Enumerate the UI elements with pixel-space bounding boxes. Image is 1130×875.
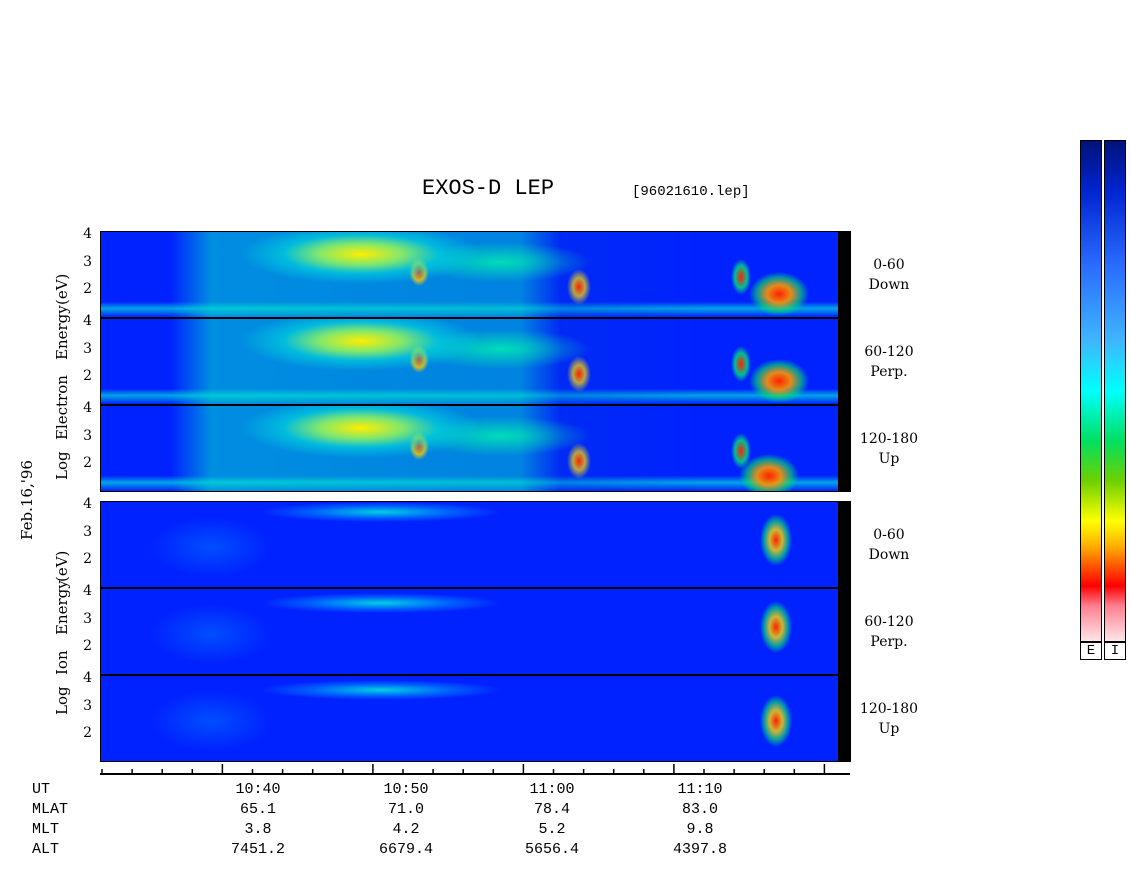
alt-value: 6679.4	[378, 841, 433, 858]
panel-angle-label: 0-60	[873, 527, 905, 543]
y-tick-label: 4	[83, 313, 92, 330]
time-axis-ticks	[101, 764, 826, 774]
alt-value: 7451.2	[230, 841, 285, 858]
panel-direction-label: Perp.	[870, 364, 908, 380]
panel-angle-label: 60-120	[864, 344, 914, 360]
y-tick-label: 3	[83, 340, 92, 357]
mlt-value: 9.8	[686, 821, 714, 838]
y-tick-label: 4	[83, 496, 92, 513]
electron-colorbar	[1080, 140, 1102, 642]
y-tick-label: 3	[83, 427, 92, 444]
spectrogram-panel-electron-up	[100, 405, 851, 492]
y-tick-label: 4	[83, 400, 92, 417]
y-tick-label: 4	[83, 670, 92, 687]
mlat-value: 65.1	[239, 801, 276, 818]
panel-angle-label: 60-120	[864, 614, 914, 630]
file-name: [96021610.lep]	[632, 184, 750, 200]
spectrogram-panel-electron-down	[100, 231, 851, 318]
mlt-value: 5.2	[538, 821, 566, 838]
y-tick-label: 2	[83, 550, 92, 567]
y-tick-label: 2	[83, 637, 92, 654]
y-tick-label: 2	[83, 367, 92, 384]
y-tick-label: 2	[83, 454, 92, 471]
ut-value: 11:00	[529, 781, 575, 798]
panel-angle-label: 0-60	[873, 257, 905, 273]
electron-axis-log: Log	[53, 451, 71, 480]
alt-value: 5656.4	[524, 841, 579, 858]
ion-axis-unit: (eV)	[53, 550, 71, 582]
spectrogram-panel-electron-perp	[100, 318, 851, 405]
time-axis	[100, 773, 850, 775]
panel-direction-label: Up	[878, 451, 900, 467]
ion-axis-species: Ion	[53, 650, 71, 675]
spectrogram-panel-ion-perp	[100, 588, 851, 675]
date-label: Feb.16,'96	[18, 460, 36, 540]
ut-value: 11:10	[677, 781, 723, 798]
mlt-value: 3.8	[244, 821, 272, 838]
electron-axis-species: Electron	[53, 375, 71, 440]
y-tick-label: 4	[83, 226, 92, 243]
mlat-value: 78.4	[533, 801, 570, 818]
y-tick-label: 3	[83, 253, 92, 270]
panel-direction-label: Down	[868, 277, 910, 293]
ut-value: 10:50	[383, 781, 429, 798]
y-tick-label: 3	[83, 610, 92, 627]
electron-axis-energy: Energy	[53, 305, 71, 360]
spectrogram-panel-ion-down	[100, 501, 851, 588]
alt-value: 4397.8	[672, 841, 727, 858]
mlat-value: 71.0	[387, 801, 424, 818]
spectrogram-panel-ion-up	[100, 675, 851, 762]
ion-axis-energy: Energy	[53, 580, 71, 635]
panel-direction-label: Up	[878, 721, 900, 737]
y-tick-label: 3	[83, 697, 92, 714]
y-tick-label: 3	[83, 523, 92, 540]
panel-direction-label: Down	[868, 547, 910, 563]
panel-direction-label: Perp.	[870, 634, 908, 650]
ion-axis-log: Log	[53, 686, 71, 715]
y-tick-label: 2	[83, 724, 92, 741]
panel-angle-label: 120-180	[859, 701, 919, 717]
footer-label-alt: ALT	[32, 841, 60, 858]
panel-angle-label: 120-180	[859, 431, 919, 447]
colorbar-label-i: I	[1104, 642, 1126, 660]
mlt-value: 4.2	[392, 821, 420, 838]
ion-colorbar	[1104, 140, 1126, 642]
y-tick-label: 2	[83, 280, 92, 297]
mlat-value: 83.0	[681, 801, 718, 818]
ut-value: 10:40	[235, 781, 281, 798]
plot-title: EXOS-D LEP	[422, 176, 555, 201]
colorbar-label-e: E	[1080, 642, 1102, 660]
footer-label-ut: UT	[32, 781, 51, 798]
footer-label-mlt: MLT	[32, 821, 60, 838]
y-tick-label: 4	[83, 583, 92, 600]
electron-axis-unit: (eV)	[53, 273, 71, 305]
footer-label-mlat: MLAT	[32, 801, 69, 818]
